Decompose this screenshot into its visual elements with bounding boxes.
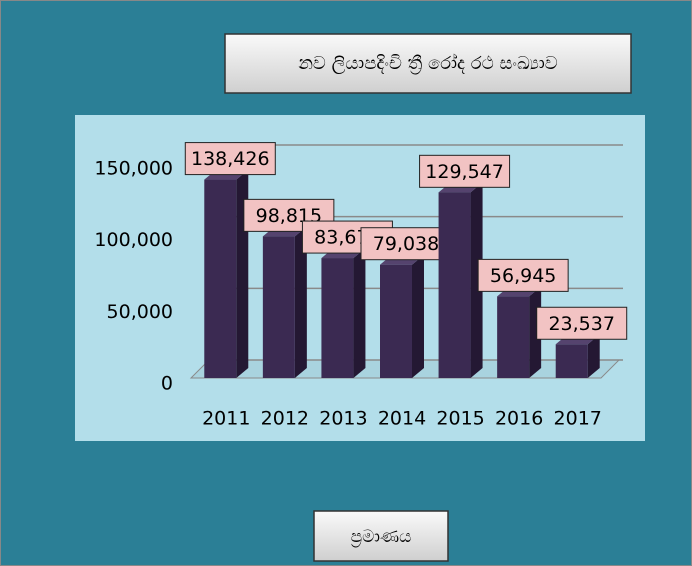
bar-side xyxy=(470,182,483,378)
button[interactable] xyxy=(313,510,449,562)
data-label: 129,547 xyxy=(425,161,504,183)
bar-side xyxy=(294,226,307,378)
data-label-box xyxy=(360,227,452,261)
bar-side xyxy=(353,248,366,378)
y-tick-label: 50,000 xyxy=(107,301,173,323)
x-tick-label: 2016 xyxy=(495,408,543,430)
x-tick-label: 2011 xyxy=(202,408,250,430)
data-label: 56,945 xyxy=(490,265,556,287)
y-tick-label: 0 xyxy=(161,373,173,395)
x-tick-label: 2014 xyxy=(378,408,426,430)
bar xyxy=(204,179,237,378)
y-tick-label: 100,000 xyxy=(94,229,173,251)
data-label-box xyxy=(477,258,569,292)
data-label-box xyxy=(243,198,335,232)
bar xyxy=(262,236,295,378)
title-box xyxy=(224,33,632,94)
bar-side xyxy=(412,254,424,378)
data-label-box xyxy=(536,306,628,340)
bar xyxy=(497,296,530,378)
data-label-box xyxy=(184,142,276,176)
x-tick-label: 2017 xyxy=(554,408,602,430)
bar-side xyxy=(587,334,600,378)
data-label: 138,426 xyxy=(191,148,270,170)
x-tick-label: 2015 xyxy=(436,408,484,430)
button-label[interactable]: ප්‍රමාණය xyxy=(351,527,412,547)
data-label: 79,038 xyxy=(373,233,439,255)
bar xyxy=(380,264,412,378)
bar xyxy=(555,344,588,378)
data-label: 23,537 xyxy=(548,313,614,335)
bar xyxy=(321,258,354,378)
data-label-box xyxy=(419,154,511,188)
y-tick-label: 150,000 xyxy=(94,158,173,180)
x-tick-label: 2012 xyxy=(261,408,309,430)
x-tick-label: 2013 xyxy=(319,408,367,430)
bar xyxy=(438,192,471,378)
chart-title: නව ලියාපදිංචි ත්‍රී රෝද රථ සංඛ්‍යාව xyxy=(298,53,557,74)
